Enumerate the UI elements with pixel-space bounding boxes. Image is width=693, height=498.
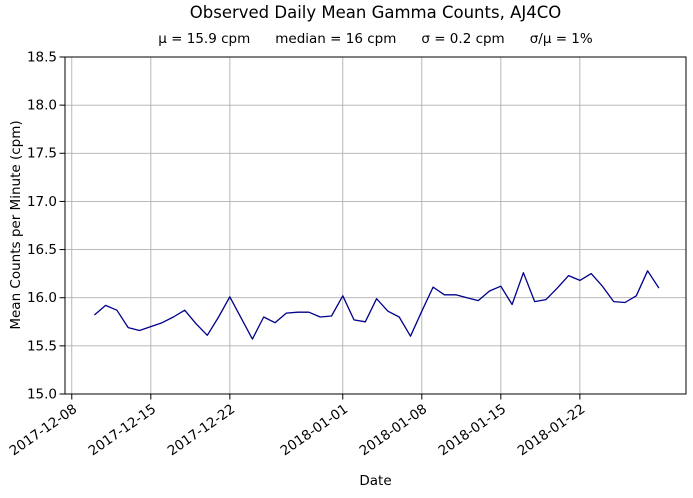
y-tick-label: 18.0 [27,98,57,114]
y-tick-label: 18.5 [27,49,57,65]
x-tick-label: 2018-01-08 [357,401,430,459]
chart-subtitle: μ = 15.9 cpm median = 16 cpm σ = 0.2 cpm… [65,31,686,47]
x-tick-labels: 2017-12-08 2017-12-15 2017-12-22 2018-01-01… [7,401,589,459]
data-line [93,270,660,340]
x-tick-label: 2017-12-08 [7,401,80,459]
y-tick-label: 15.5 [27,338,57,354]
y-tick-label: 15.0 [27,386,57,402]
plot-frame [64,56,687,395]
y-tick-labels: 15.0 15.5 16.0 16.5 17.0 17.5 18.0 18.5 [27,49,57,402]
x-tick-label: 2017-12-15 [86,401,159,459]
stat-mean: μ = 15.9 cpm [158,31,251,47]
x-axis-label: Date [359,473,392,489]
stat-sigma: σ = 0.2 cpm [421,31,505,47]
x-tick-label: 2018-01-22 [515,401,588,459]
y-axis-label: Mean Counts per Minute (cpm) [8,120,24,330]
gridlines [65,56,686,395]
axis-ticks [59,56,581,400]
x-tick-label: 2018-01-15 [436,401,509,459]
chart-title: Observed Daily Mean Gamma Counts, AJ4CO [189,3,562,22]
y-tick-label: 17.0 [27,194,57,210]
x-tick-label: 2017-12-22 [165,401,238,459]
x-tick-label: 2018-01-01 [278,401,351,459]
y-tick-label: 17.5 [27,146,57,162]
y-tick-label: 16.0 [27,290,57,306]
stat-median: median = 16 cpm [275,31,397,47]
y-tick-label: 16.5 [27,242,57,258]
stat-cv: σ/μ = 1% [529,31,593,47]
